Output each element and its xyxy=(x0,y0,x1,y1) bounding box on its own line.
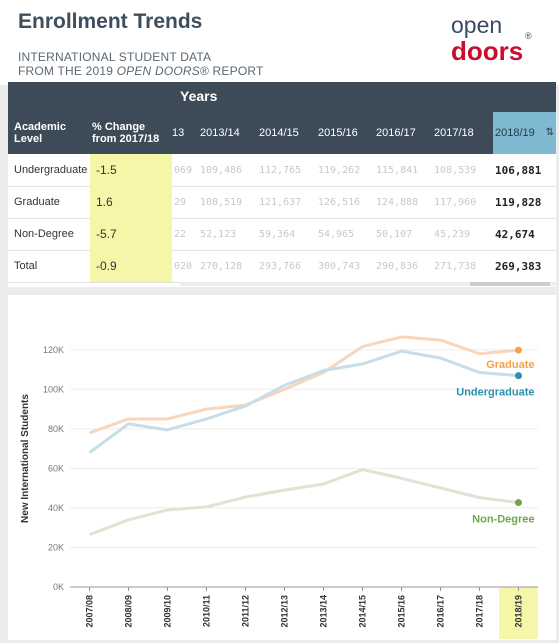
col-header-year-2[interactable]: 2015/16 xyxy=(318,127,358,139)
cell-year-value: 50,107 xyxy=(376,228,413,240)
table-row: Total -0.9 020 270,128 293,766 300,743 290,836… xyxy=(8,250,556,283)
x-tick-label: 2018/19 xyxy=(514,595,524,628)
cell-pct-change: 1.6 xyxy=(90,186,172,218)
cell-pct-change: -1.5 xyxy=(90,154,172,186)
sort-icon[interactable]: ⇅ xyxy=(545,127,554,138)
col-header-year-1[interactable]: 2014/15 xyxy=(259,127,299,139)
cell-year-value: 108,519 xyxy=(200,196,243,208)
cell-pct-change: -5.7 xyxy=(90,218,172,250)
series-label-graduate: Graduate xyxy=(486,359,534,371)
x-tick-label: 2017/18 xyxy=(475,595,485,628)
y-axis-label: New International Students xyxy=(20,394,31,523)
y-tick-label: 20K xyxy=(48,542,64,552)
cell-year-value: 115,841 xyxy=(376,164,419,176)
x-tick-label: 2015/16 xyxy=(397,595,407,628)
page-subtitle: INTERNATIONAL STUDENT DATA FROM THE 2019… xyxy=(18,50,264,78)
cell-academic-level: Total xyxy=(14,260,38,272)
y-tick-label: 0K xyxy=(53,582,64,592)
col-header-year-0[interactable]: 2013/14 xyxy=(200,127,240,139)
table-header-row: Academic Level % Change from 2017/18 13 2… xyxy=(8,112,556,154)
page-title: Enrollment Trends xyxy=(18,10,203,33)
cell-year-2018-19: 106,881 xyxy=(495,163,542,177)
series-end-point-undergraduate xyxy=(515,372,522,380)
table-row: Non-Degree -5.7 22 52,123 59,364 54,965 50,107… xyxy=(8,218,556,251)
x-tick-label: 2010/11 xyxy=(202,595,212,627)
x-tick-label: 2014/15 xyxy=(358,595,368,628)
cell-year-value: 290,836 xyxy=(376,260,419,272)
col-header-pct-change[interactable]: % Change from 2017/18 xyxy=(92,121,160,145)
cell-pct-change: -0.9 xyxy=(90,250,172,282)
cell-year-value: 54,965 xyxy=(318,228,355,240)
x-tick-label: 2011/12 xyxy=(241,595,251,627)
cell-partial-year: 069 xyxy=(174,164,193,176)
svg-text:open: open xyxy=(451,12,502,38)
col-header-partial-year[interactable]: 13 xyxy=(172,127,185,139)
series-end-point-graduate xyxy=(515,346,522,354)
table-row: Graduate 1.6 29 108,519 121,637 126,516 124,88… xyxy=(8,186,556,219)
series-line-undergraduate xyxy=(88,349,519,454)
cell-year-2018-19: 119,828 xyxy=(495,195,542,209)
scrollbar-thumb[interactable] xyxy=(470,282,550,286)
col-header-academic-level[interactable]: Academic Level xyxy=(14,121,66,145)
highlight-column xyxy=(499,587,538,639)
cell-year-value: 45,239 xyxy=(434,228,471,240)
y-tick-label: 60K xyxy=(48,463,64,473)
y-tick-label: 100K xyxy=(43,384,64,394)
cell-year-value: 59,364 xyxy=(259,228,296,240)
col-header-year-4[interactable]: 2017/18 xyxy=(434,127,474,139)
years-label: Years xyxy=(180,88,218,104)
cell-year-value: 121,637 xyxy=(259,196,302,208)
table-row: Undergraduate -1.5 069 109,486 112,765 119,26… xyxy=(8,154,556,187)
cell-year-value: 126,516 xyxy=(318,196,361,208)
x-tick-label: 2013/14 xyxy=(319,595,329,628)
y-tick-label: 80K xyxy=(48,424,64,434)
x-tick-label: 2016/17 xyxy=(436,595,446,628)
cell-year-value: 124,888 xyxy=(376,196,419,208)
series-label-non-degree: Non-Degree xyxy=(472,514,534,526)
cell-partial-year: 22 xyxy=(174,228,187,240)
cell-year-value: 300,743 xyxy=(318,260,361,272)
cell-academic-level: Graduate xyxy=(14,196,60,208)
y-tick-label: 40K xyxy=(48,503,64,513)
col-header-year-3[interactable]: 2016/17 xyxy=(376,127,416,139)
series-line-non-degree xyxy=(88,468,519,537)
horizontal-scrollbar[interactable] xyxy=(180,282,556,286)
subtitle-line-1: INTERNATIONAL STUDENT DATA xyxy=(18,50,212,64)
cell-year-value: 271,738 xyxy=(434,260,477,272)
enrollment-chart: 0K 20K 40K 60K 80K 100K 120K 2007/08 2008/09 2009… xyxy=(8,295,556,640)
line-chart: 0K 20K 40K 60K 80K 100K 120K 2007/08 2008/09 2009… xyxy=(20,335,538,639)
x-tick-label: 2012/13 xyxy=(280,595,290,628)
open-doors-logo: open doors ® xyxy=(451,12,532,66)
cell-partial-year: 29 xyxy=(174,196,187,208)
cell-academic-level: Non-Degree xyxy=(14,228,74,240)
series-line-graduate xyxy=(88,335,519,435)
series-label-undergraduate: Undergraduate xyxy=(456,387,534,399)
x-tick-label: 2009/10 xyxy=(163,595,173,628)
cell-year-value: 109,486 xyxy=(200,164,243,176)
series-end-point-non-degree xyxy=(515,499,522,507)
cell-academic-level: Undergraduate xyxy=(14,164,88,176)
svg-text:doors: doors xyxy=(451,36,523,66)
cell-year-value: 117,960 xyxy=(434,196,477,208)
cell-year-value: 112,765 xyxy=(259,164,302,176)
x-tick-label: 2007/08 xyxy=(85,595,95,628)
svg-text:®: ® xyxy=(525,31,532,41)
col-header-year-5[interactable]: 2018/19 ⇅ xyxy=(493,112,556,154)
enrollment-table: Years Academic Level % Change from 2017/1… xyxy=(8,82,556,287)
cell-year-2018-19: 269,383 xyxy=(495,259,542,273)
cell-year-value: 108,539 xyxy=(434,164,477,176)
cell-year-2018-19: 42,674 xyxy=(495,227,535,241)
cell-year-value: 293,766 xyxy=(259,260,302,272)
cell-year-value: 52,123 xyxy=(200,228,237,240)
cell-year-value: 270,128 xyxy=(200,260,243,272)
cell-partial-year: 020 xyxy=(174,260,193,272)
cell-year-value: 119,262 xyxy=(318,164,361,176)
header: Enrollment Trends INTERNATIONAL STUDENT … xyxy=(0,0,559,85)
subtitle-line-2: FROM THE 2019 OPEN DOORS® REPORT xyxy=(18,64,264,78)
y-tick-label: 120K xyxy=(43,345,64,355)
years-header-bar: Years xyxy=(8,82,556,112)
x-tick-label: 2008/09 xyxy=(124,595,134,628)
